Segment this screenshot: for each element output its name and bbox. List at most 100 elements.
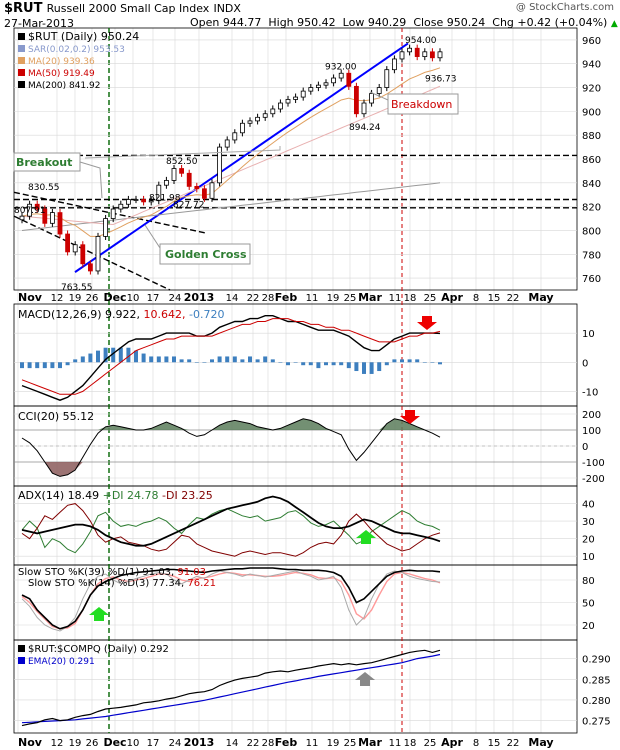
candle-body: [141, 199, 147, 203]
x-tick-label: 11: [306, 293, 319, 304]
breakdown-pointer: [369, 91, 389, 101]
macd-hist-bar: [210, 359, 214, 363]
x-tick-label: 15: [488, 738, 501, 749]
macd-down-arrow-icon: [417, 316, 437, 330]
macd-hist-bar: [240, 359, 245, 363]
macd-hist-bar: [73, 359, 78, 363]
candle-body: [255, 116, 261, 122]
price-annotation: 954.00: [405, 36, 437, 46]
candle-body: [308, 87, 314, 92]
y-tick-label: -200: [582, 474, 605, 485]
y-tick-label: 40: [582, 500, 595, 511]
x-tick-label: 10: [127, 738, 140, 749]
candle-body: [429, 51, 435, 59]
price-annotation: 932.00: [325, 62, 357, 72]
x-tick-label: 25: [424, 738, 437, 749]
y-tick-label: 50: [582, 599, 595, 610]
low-value: Low 940.29: [342, 16, 407, 29]
macd-line: [21, 315, 441, 401]
up-arrow-icon: ▲: [610, 19, 618, 29]
candle-body: [315, 84, 321, 88]
y-tick-label: 780: [582, 250, 601, 261]
cci-oversold-fill: [22, 462, 440, 477]
candle-body: [399, 51, 405, 60]
macd-hist-bar: [172, 356, 176, 363]
x-tick-label: 2013: [184, 736, 215, 749]
high-value: High 950.42: [268, 16, 336, 29]
breakdown-callout: Breakdown: [391, 98, 452, 111]
x-tick-label: 12: [51, 293, 64, 304]
x-tick-label: Dec: [103, 736, 126, 749]
price-bars: [19, 44, 443, 275]
x-tick-label: 19: [69, 738, 82, 749]
minus-di-value: -DI 23.25: [162, 489, 213, 502]
candle-body: [57, 212, 63, 235]
x-tick-label: 15: [488, 293, 501, 304]
y-tick-label: 10: [582, 552, 595, 563]
price-legend-entry: MA(200) 841.92: [28, 81, 100, 91]
y-tick-label: 920: [582, 84, 601, 95]
y-tick-label: 20: [582, 535, 595, 546]
x-tick-label: 17: [147, 293, 160, 304]
y-tick-label: 10: [582, 329, 595, 340]
macd-hist-bar: [354, 362, 359, 372]
x-tick-label: 8: [473, 293, 479, 304]
macd-hist-bar: [278, 362, 283, 363]
symbol: $RUT: [4, 1, 43, 16]
price-annotation: 852.50: [166, 157, 198, 167]
candle-body: [95, 236, 101, 272]
macd-hist-bar: [286, 362, 290, 366]
x-tick-label: Feb: [275, 291, 298, 304]
x-tick-label: Nov: [18, 291, 43, 304]
x-tick-label: 14: [226, 293, 239, 304]
x-tick-label: 19: [327, 293, 340, 304]
x-tick-label: Mar: [358, 291, 382, 304]
candle-body: [247, 120, 253, 124]
macd-hist-bar: [35, 362, 40, 369]
macd-hist-bar: [111, 347, 116, 363]
macd-hist-bar: [407, 359, 412, 363]
y-tick-label: 0.285: [582, 675, 611, 686]
price-annotation: 763.55: [61, 283, 93, 293]
adx-up-arrow-icon: [356, 530, 376, 544]
macd-hist-bar: [96, 350, 100, 363]
macd-label: MACD(12,26,9) 9.922, 10.642, -0.720: [18, 308, 224, 321]
candle-body: [171, 168, 177, 181]
ratio-legend-swatch: [18, 645, 25, 652]
candle-body: [414, 47, 420, 57]
x-tick-label: 2013: [184, 291, 215, 304]
cci-line: [21, 418, 441, 477]
legend-swatch: [18, 33, 25, 40]
x-tick-label: Nov: [18, 736, 43, 749]
candle-body: [80, 244, 86, 265]
candle-body: [209, 182, 215, 199]
macd-hist-bar: [331, 362, 336, 366]
cci-label: CCI(20) 55.12: [18, 410, 94, 423]
price-annotation: 827.72: [173, 200, 205, 210]
y-tick-label: 0.290: [582, 655, 611, 666]
y-tick-label: 0.280: [582, 696, 611, 707]
macd-hist-bar: [118, 347, 123, 363]
x-tick-label: May: [528, 736, 553, 749]
macd-hist-bar: [415, 359, 420, 363]
macd-hist-bar: [316, 362, 321, 369]
index-name: Russell 2000 Small Cap Index: [46, 2, 210, 15]
adx-label: ADX(14) 18.49 +DI 24.78 -DI 23.25: [18, 489, 213, 502]
golden-cross-callout: Golden Cross: [165, 248, 247, 261]
x-tick-label: 8: [473, 738, 479, 749]
panel-frame-ratio: [13, 639, 578, 734]
price-legend-entry: MA(50) 919.49: [28, 69, 95, 79]
sto39-label: Slow STO %K(39) %D(1) 91.03, 91.03: [18, 567, 206, 578]
ratio-line: [21, 649, 441, 727]
breakout-pointer: [79, 161, 103, 199]
macd-histogram: [20, 347, 442, 374]
macd-hist-bar: [400, 359, 404, 363]
candle-body: [65, 233, 70, 253]
y-tick-label: 20: [582, 621, 595, 632]
candle-body: [118, 203, 124, 210]
y-tick-label: 940: [582, 60, 601, 71]
macd-signal-line: [21, 318, 441, 395]
macd-hist-bar: [179, 359, 184, 363]
macd-hist-bar: [42, 362, 47, 369]
x-tick-label: Apr: [441, 736, 463, 749]
